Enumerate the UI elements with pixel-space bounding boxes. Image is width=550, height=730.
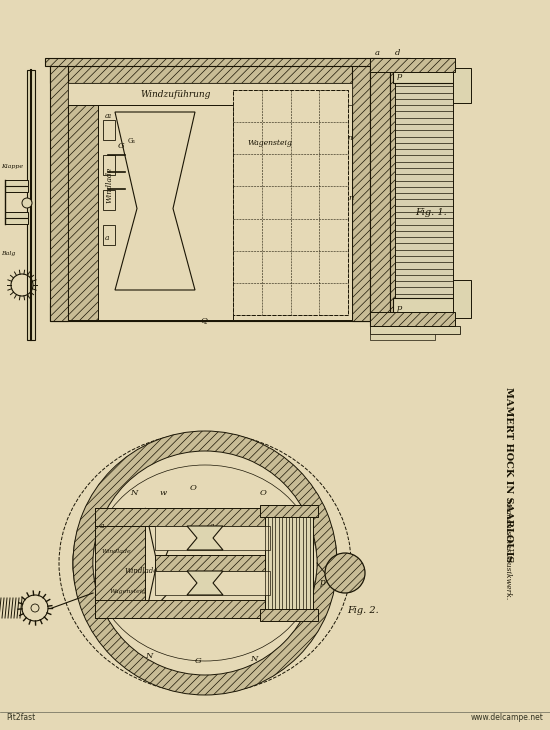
Bar xyxy=(50,303,370,321)
Bar xyxy=(395,80,453,300)
Text: Q: Q xyxy=(200,316,207,324)
Bar xyxy=(453,280,471,318)
Bar xyxy=(370,334,435,340)
Bar xyxy=(352,65,370,321)
Text: N: N xyxy=(130,489,138,497)
Text: a: a xyxy=(210,522,214,530)
Wedge shape xyxy=(73,431,337,695)
Text: Pit2fast: Pit2fast xyxy=(6,713,35,722)
Circle shape xyxy=(325,553,365,593)
Text: Wagensteig: Wagensteig xyxy=(248,139,293,147)
Bar xyxy=(265,513,313,613)
Bar xyxy=(260,609,318,621)
Bar xyxy=(103,190,115,210)
Text: a: a xyxy=(375,49,380,57)
Polygon shape xyxy=(145,508,173,618)
Ellipse shape xyxy=(73,445,337,681)
Bar xyxy=(103,120,115,140)
Text: n: n xyxy=(348,194,353,202)
Text: N: N xyxy=(250,655,257,663)
Text: w: w xyxy=(160,489,167,497)
Text: d: d xyxy=(395,49,400,57)
Text: Wagensteig: Wagensteig xyxy=(110,589,147,594)
Bar xyxy=(50,65,370,83)
Bar xyxy=(370,58,455,72)
Text: Windlade: Windlade xyxy=(125,567,158,575)
Text: Balg: Balg xyxy=(1,251,15,256)
Bar xyxy=(370,326,460,334)
Bar xyxy=(103,155,115,175)
Bar xyxy=(453,68,471,103)
Text: a₁: a₁ xyxy=(105,112,113,120)
Bar xyxy=(393,298,455,316)
Bar xyxy=(260,505,318,517)
Text: p: p xyxy=(397,304,403,312)
Text: G: G xyxy=(118,142,125,150)
Bar xyxy=(95,508,145,618)
Bar xyxy=(155,526,270,550)
Text: p: p xyxy=(320,578,326,587)
Bar xyxy=(393,65,455,83)
Bar xyxy=(370,312,455,326)
Circle shape xyxy=(22,198,32,208)
Text: n: n xyxy=(348,134,353,142)
Text: www.delcampe.net: www.delcampe.net xyxy=(471,713,544,722)
Polygon shape xyxy=(187,571,223,595)
Bar xyxy=(370,58,390,326)
Text: MAMERT HOCK IN SAARLOUIS: MAMERT HOCK IN SAARLOUIS xyxy=(503,388,513,563)
Text: a: a xyxy=(105,234,109,242)
Text: G₁: G₁ xyxy=(128,137,136,145)
Bar xyxy=(45,58,380,66)
Text: Mechanisches Musikwerk.: Mechanisches Musikwerk. xyxy=(504,497,512,599)
Bar xyxy=(95,600,270,618)
Text: Fig. 1.: Fig. 1. xyxy=(415,208,447,217)
Text: a: a xyxy=(100,522,104,530)
Bar xyxy=(27,70,35,340)
Text: Fig. 2.: Fig. 2. xyxy=(347,606,379,615)
Text: O: O xyxy=(260,489,267,497)
Polygon shape xyxy=(115,112,195,290)
Ellipse shape xyxy=(93,465,317,661)
Bar xyxy=(390,58,410,326)
Text: G: G xyxy=(195,657,202,665)
Bar xyxy=(68,105,98,320)
Text: Windzuführung: Windzuführung xyxy=(140,90,210,99)
Bar xyxy=(233,90,348,315)
Bar xyxy=(68,83,352,105)
Bar xyxy=(5,212,28,224)
Text: p: p xyxy=(397,72,403,80)
Bar xyxy=(5,180,28,192)
Bar xyxy=(155,571,270,595)
Bar xyxy=(68,83,352,320)
Bar xyxy=(95,508,270,526)
Text: N: N xyxy=(145,652,152,660)
Bar xyxy=(103,225,115,245)
Text: Windlade: Windlade xyxy=(105,167,113,203)
Bar xyxy=(50,65,68,321)
Text: Windlade: Windlade xyxy=(102,549,132,554)
Bar xyxy=(98,105,233,320)
Text: O: O xyxy=(190,484,197,492)
Bar xyxy=(155,555,270,571)
Text: Klappe: Klappe xyxy=(1,164,23,169)
Polygon shape xyxy=(187,526,223,550)
